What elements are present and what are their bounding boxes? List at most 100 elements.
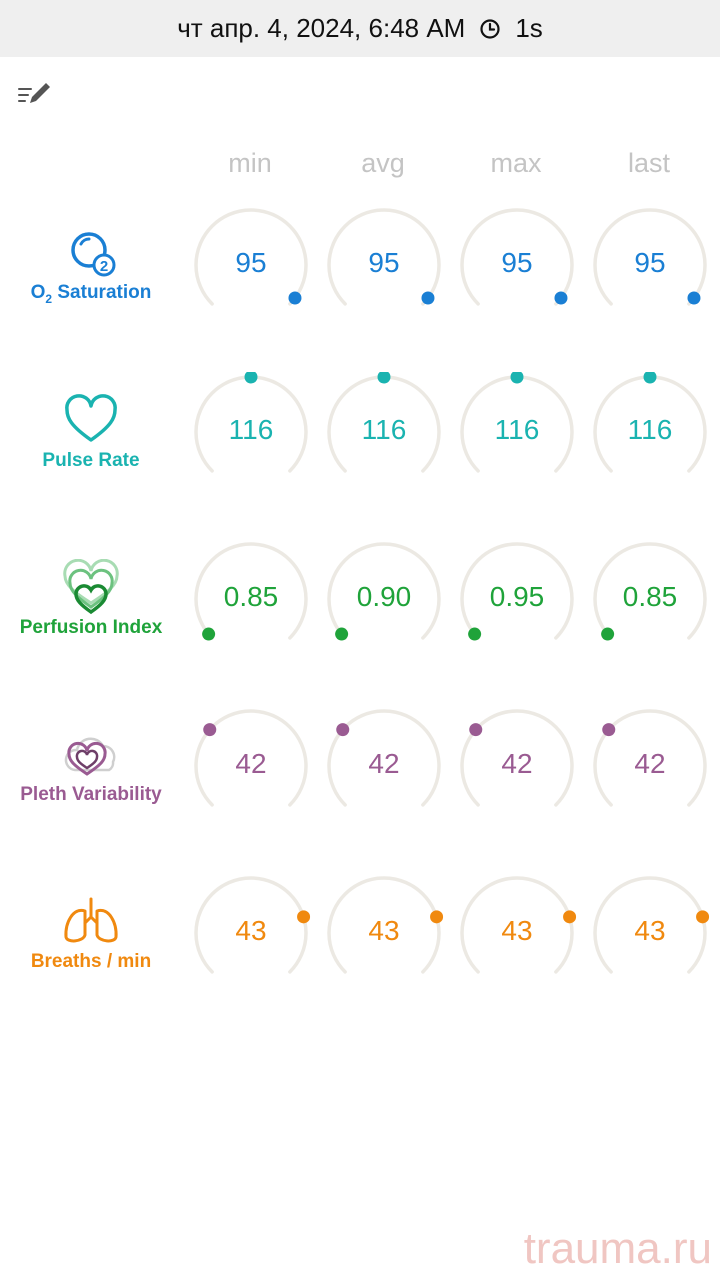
gauge-value: 116 [361, 414, 407, 445]
gauge-value: 43 [634, 915, 666, 946]
edit-list-icon [18, 83, 50, 103]
gauge-value: 95 [501, 247, 533, 278]
gauge-max[interactable]: 95 [455, 205, 579, 321]
gauge-last[interactable]: 95 [588, 205, 712, 321]
gauge-value: 42 [634, 748, 666, 779]
gauge-max[interactable]: 116 [455, 372, 579, 488]
metric-row-o2-saturation[interactable]: 2 O2 Saturation 95 95 95 95 [0, 205, 720, 325]
gauge-min[interactable]: 43 [189, 873, 313, 989]
gauge-value: 0.85 [223, 581, 279, 612]
gauge-marker [510, 372, 524, 384]
metric-name: Perfusion Index [19, 617, 163, 638]
metric-row-pulse-rate[interactable]: Pulse Rate 116 116 116 116 [0, 372, 720, 492]
svg-text:2: 2 [100, 258, 108, 275]
metric-name: Pulse Rate [42, 450, 140, 471]
gauge-value: 42 [368, 748, 400, 779]
gauge-marker [244, 372, 258, 384]
gauge-value: 95 [634, 247, 666, 278]
metric-label-o2-saturation: 2 O2 Saturation [0, 205, 182, 325]
gauge-marker [203, 723, 217, 737]
gauge-value: 0.95 [489, 581, 545, 612]
gauge-track [460, 876, 574, 974]
gauge-avg[interactable]: 0.90 [322, 539, 446, 655]
metric-row-pleth-variability[interactable]: Pleth Variability 42 42 42 42 [0, 706, 720, 826]
metric-label-pleth-variability: Pleth Variability [0, 706, 182, 826]
column-header-max: max [490, 148, 542, 178]
gauge-marker [601, 627, 615, 641]
gauge-avg[interactable]: 116 [322, 372, 446, 488]
gauge-value: 0.85 [622, 581, 678, 612]
gauge-value: 43 [235, 915, 267, 946]
metric-label-perfusion-index: Perfusion Index [0, 539, 182, 659]
gauge-value: 42 [501, 748, 533, 779]
gauge-marker [602, 723, 616, 737]
gauge-max[interactable]: 43 [455, 873, 579, 989]
gauge-max[interactable]: 0.95 [455, 539, 579, 655]
gauge-track [194, 208, 308, 306]
column-header-min: min [228, 148, 272, 178]
gauge-avg[interactable]: 95 [322, 205, 446, 321]
pleth-heart-cloud-icon [64, 737, 116, 776]
gauge-value: 95 [368, 247, 400, 278]
gauge-value: 95 [235, 247, 267, 278]
gauge-avg[interactable]: 42 [322, 706, 446, 822]
gauge-track [593, 542, 707, 640]
gauge-track [593, 876, 707, 974]
gauge-marker [335, 627, 349, 641]
gauge-track [327, 542, 441, 640]
gauge-value: 43 [368, 915, 400, 946]
gauge-marker [288, 291, 302, 305]
gauge-track [460, 709, 574, 807]
clock-icon [479, 18, 501, 40]
gauge-max[interactable]: 42 [455, 706, 579, 822]
watermark: trauma.ru [523, 1224, 712, 1273]
edit-list-button[interactable] [16, 78, 56, 110]
metric-name: Breaths / min [30, 951, 152, 972]
gauge-last[interactable]: 116 [588, 372, 712, 488]
gauge-value: 116 [494, 414, 540, 445]
gauge-avg[interactable]: 43 [322, 873, 446, 989]
gauge-min[interactable]: 95 [189, 205, 313, 321]
gauge-track [194, 542, 308, 640]
gauge-track [194, 876, 308, 974]
session-datetime: чт апр. 4, 2024, 6:48 AM [177, 13, 466, 43]
gauge-marker [202, 627, 216, 641]
gauge-last[interactable]: 42 [588, 706, 712, 822]
gauge-track [327, 709, 441, 807]
perfusion-heart-icon [63, 559, 119, 615]
gauge-value: 43 [501, 915, 533, 946]
gauge-marker [563, 910, 577, 924]
gauge-value: 42 [235, 748, 267, 779]
gauge-track [194, 709, 308, 807]
gauge-value: 116 [627, 414, 673, 445]
session-duration: 1s [515, 13, 543, 43]
gauge-track [327, 876, 441, 974]
metric-row-perfusion-index[interactable]: Perfusion Index 0.85 0.90 0.95 0.85 [0, 539, 720, 659]
gauge-min[interactable]: 0.85 [189, 539, 313, 655]
gauge-last[interactable]: 43 [588, 873, 712, 989]
column-header-avg: avg [361, 148, 405, 178]
gauge-value: 0.90 [356, 581, 412, 612]
gauge-last[interactable]: 0.85 [588, 539, 712, 655]
gauge-marker [336, 723, 350, 737]
gauge-marker [297, 910, 311, 924]
gauge-track [327, 208, 441, 306]
gauge-marker [468, 627, 482, 641]
metric-name: Pleth Variability [20, 784, 162, 805]
metric-label-breaths-per-min: Breaths / min [0, 873, 182, 993]
status-bar: чт апр. 4, 2024, 6:48 AM 1s [0, 0, 720, 57]
metric-name: O2 Saturation [30, 282, 152, 306]
metric-label-pulse-rate: Pulse Rate [0, 372, 182, 492]
gauge-track [460, 542, 574, 640]
gauge-track [593, 208, 707, 306]
o2-icon: 2 [71, 232, 116, 277]
gauge-min[interactable]: 42 [189, 706, 313, 822]
gauge-marker [696, 910, 710, 924]
gauge-marker [554, 291, 568, 305]
lungs-icon [64, 897, 118, 943]
column-header-last: last [627, 148, 671, 178]
gauge-value: 116 [228, 414, 274, 445]
gauge-min[interactable]: 116 [189, 372, 313, 488]
metric-row-breaths-per-min[interactable]: Breaths / min 43 43 43 43 [0, 873, 720, 993]
gauge-track [460, 208, 574, 306]
